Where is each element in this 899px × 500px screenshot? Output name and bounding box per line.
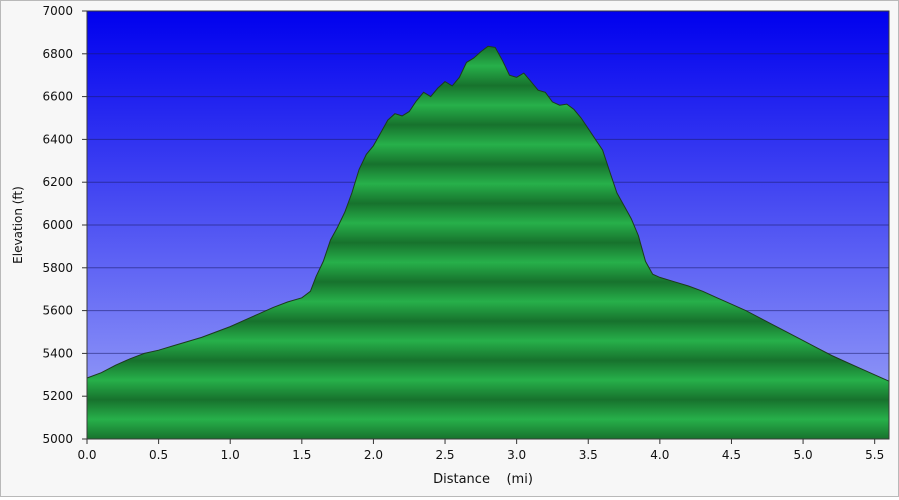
y-tick-label: 5000 [42, 432, 73, 446]
x-tick-label: 5.5 [865, 448, 884, 462]
y-tick-label: 5200 [42, 389, 73, 403]
x-tick-label: 0.0 [77, 448, 96, 462]
y-tick-label: 6800 [42, 47, 73, 61]
x-axis-label: Distance (mi) [433, 472, 533, 487]
y-tick-label: 6200 [42, 175, 73, 189]
y-tick-label: 6600 [42, 90, 73, 104]
x-tick-label: 4.5 [722, 448, 741, 462]
x-tick-label: 3.5 [579, 448, 598, 462]
x-tick-label: 4.0 [650, 448, 669, 462]
x-tick-label: 1.0 [221, 448, 240, 462]
x-tick-label: 2.0 [364, 448, 383, 462]
x-tick-label: 1.5 [292, 448, 311, 462]
y-tick-label: 6400 [42, 132, 73, 146]
y-axis-ticks: 5000 5200 5400 5600 5800 6000 6200 6400 6600 6800… [42, 4, 87, 446]
y-tick-label: 6000 [42, 218, 73, 232]
x-tick-label: 0.5 [149, 448, 168, 462]
y-tick-label: 5600 [42, 304, 73, 318]
y-tick-label: 7000 [42, 4, 73, 18]
x-tick-label: 3.0 [507, 448, 526, 462]
y-axis-label: Elevation (ft) [11, 186, 25, 264]
y-tick-label: 5400 [42, 346, 73, 360]
elevation-area [87, 46, 889, 440]
elevation-profile-line [86, 45, 890, 382]
x-tick-label: 2.5 [435, 448, 454, 462]
y-tick-label: 5800 [42, 261, 73, 275]
x-tick-label: 5.0 [794, 448, 813, 462]
x-axis-ticks: 0.0 0.5 1.0 1.5 2.0 2.5 3.0 3.5 4.0 4.5 5.0 5.5 [77, 439, 884, 462]
